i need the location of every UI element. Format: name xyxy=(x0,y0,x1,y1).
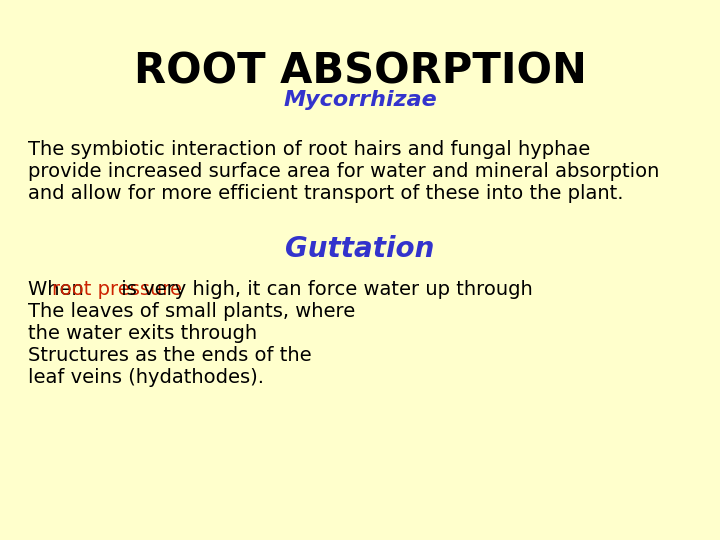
Text: ROOT ABSORPTION: ROOT ABSORPTION xyxy=(134,50,586,92)
Text: Guttation: Guttation xyxy=(285,235,435,263)
Text: Mycorrhizae: Mycorrhizae xyxy=(283,90,437,110)
Text: the water exits through: the water exits through xyxy=(28,324,257,343)
Text: and allow for more efficient transport of these into the plant.: and allow for more efficient transport o… xyxy=(28,184,624,203)
Text: The symbiotic interaction of root hairs and fungal hyphae: The symbiotic interaction of root hairs … xyxy=(28,140,590,159)
Text: is very high, it can force water up through: is very high, it can force water up thro… xyxy=(115,280,533,299)
Text: leaf veins (hydathodes).: leaf veins (hydathodes). xyxy=(28,368,264,387)
Text: When: When xyxy=(28,280,90,299)
Text: provide increased surface area for water and mineral absorption: provide increased surface area for water… xyxy=(28,162,660,181)
Text: Structures as the ends of the: Structures as the ends of the xyxy=(28,346,312,365)
Text: root pressure: root pressure xyxy=(52,280,182,299)
Text: The leaves of small plants, where: The leaves of small plants, where xyxy=(28,302,355,321)
